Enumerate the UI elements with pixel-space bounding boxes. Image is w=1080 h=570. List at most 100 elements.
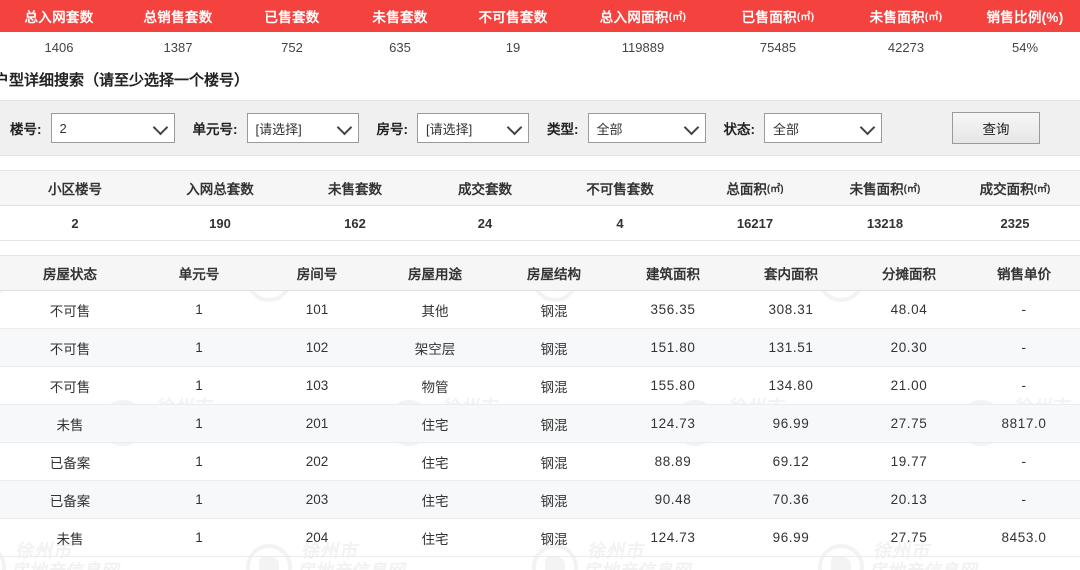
summary-value-cell-5: 119889 [572,32,714,62]
detail-header-cell-4: 房屋结构 [494,255,614,291]
search-toolbar: 楼号: 2 单元号: [请选择] 房号: [请选择] 类型: 全部 [0,100,1080,156]
building-header-cell-5: 总面积(㎡) [690,170,820,206]
detail-cell-r3-c4: 钢混 [494,404,614,443]
detail-cell-r0-c2: 101 [258,290,376,329]
summary-value-cell-0: 1406 [0,32,118,62]
summary-value-cell-8: 54% [970,32,1080,62]
detail-cell-r5-c4: 钢混 [494,480,614,519]
detail-cell-r3-c3: 住宅 [376,404,494,443]
detail-cell-r1-c1: 1 [140,328,258,367]
summary-header-cell-4: 不可售套数 [454,0,572,32]
detail-header-cell-2: 房间号 [258,255,376,291]
summary-header-cell-3: 未售套数 [346,0,454,32]
detail-cell-r6-c2: 204 [258,518,376,557]
detail-cell-r1-c0: 不可售 [0,328,140,367]
detail-header-cell-6: 套内面积 [732,255,850,291]
spacer [0,156,1080,170]
page-content: 总入网套数 总销售套数 已售套数 未售套数 不可售套数 总入网面积(㎡) 已售面积(㎡) 未售… [0,0,1080,557]
detail-cell-r2-c7: 21.00 [850,366,968,405]
building-label: 楼号: [10,122,42,137]
room-select-value: [请选择] [426,121,473,137]
detail-cell-r5-c2: 203 [258,480,376,519]
detail-cell-r2-c3: 物管 [376,366,494,405]
detail-cell-r4-c6: 69.12 [732,442,850,481]
detail-cell-r5-c6: 70.36 [732,480,850,519]
detail-cell-r0-c5: 356.35 [614,290,732,329]
detail-cell-r5-c7: 20.13 [850,480,968,519]
detail-cell-r4-c2: 202 [258,442,376,481]
building-value-cell-3: 24 [420,205,550,241]
detail-cell-r0-c8: - [968,290,1080,329]
table-row[interactable]: 已备案 1 202 住宅 钢混 88.89 69.12 19.77- [0,442,1080,481]
summary-value-cell-3: 635 [346,32,454,62]
summary-table: 总入网套数 总销售套数 已售套数 未售套数 不可售套数 总入网面积(㎡) 已售面积(㎡) 未售… [0,0,1080,62]
building-summary-table: 小区楼号 入网总套数 未售套数 成交套数 不可售套数 总面积(㎡) 未售面积(㎡) 成交面积(… [0,170,1080,241]
building-header-row: 小区楼号 入网总套数 未售套数 成交套数 不可售套数 总面积(㎡) 未售面积(㎡) 成交面积(… [0,170,1080,206]
chevron-down-icon [336,119,352,136]
table-row[interactable]: 未售 1 204 住宅 钢混 124.73 96.99 27.75 8453.0 [0,518,1080,557]
table-row[interactable]: 不可售 1 102 架空层 钢混 151.80 131.51 20.30- [0,328,1080,367]
detail-cell-r0-c7: 48.04 [850,290,968,329]
detail-cell-r6-c6: 96.99 [732,518,850,557]
unit-select[interactable]: [请选择] [246,113,359,143]
summary-header-cell-2: 已售套数 [238,0,346,32]
detail-cell-r4-c0: 已备案 [0,442,140,481]
detail-cell-r5-c1: 1 [140,480,258,519]
summary-value-cell-4: 19 [454,32,572,62]
building-header-cell-3: 成交套数 [420,170,550,206]
chevron-down-icon [152,119,168,136]
detail-cell-r1-c5: 151.80 [614,328,732,367]
table-row[interactable]: 未售 1 201 住宅 钢混 124.73 96.99 27.75 8817.0 [0,404,1080,443]
detail-cell-r3-c7: 27.75 [850,404,968,443]
summary-header-cell-7: 未售面积(㎡) [842,0,970,32]
detail-cell-r2-c2: 103 [258,366,376,405]
detail-cell-r3-c8: 8817.0 [968,404,1080,443]
building-value-cell-5: 16217 [690,205,820,241]
detail-cell-r1-c2: 102 [258,328,376,367]
detail-cell-r6-c1: 1 [140,518,258,557]
detail-cell-r6-c3: 住宅 [376,518,494,557]
table-row[interactable]: 已备案 1 203 住宅 钢混 90.48 70.36 20.13- [0,480,1080,519]
status-select[interactable]: 全部 [764,113,882,143]
building-value-cell-2: 162 [290,205,420,241]
building-header-cell-7: 成交面积(㎡) [950,170,1080,206]
detail-cell-r2-c4: 钢混 [494,366,614,405]
detail-header-cell-8: 销售单价 [968,255,1080,291]
query-button[interactable]: 查询 [952,112,1040,144]
table-row[interactable]: 不可售 1 101 其他 钢混 356.35 308.31 48.04- [0,290,1080,329]
room-label: 房号: [376,122,409,137]
detail-cell-r5-c5: 90.48 [614,480,732,519]
chevron-down-icon [506,119,523,136]
building-value-cell-7: 2325 [950,205,1080,241]
detail-header-cell-3: 房屋用途 [376,255,494,291]
type-select[interactable]: 全部 [587,113,706,143]
summary-header-cell-8: 销售比例(%) [970,0,1080,32]
summary-value-cell-7: 42273 [842,32,970,62]
room-field-group: 房号: [请选择] [376,113,529,143]
unit-select-value: [请选择] [255,121,302,137]
status-label: 状态: [723,122,756,137]
type-select-value: 全部 [596,121,623,137]
building-select[interactable]: 2 [50,113,175,143]
summary-value-row: 1406 1387 752 635 19 119889 75485 42273 54% [0,32,1080,62]
room-select[interactable]: [请选择] [417,113,529,143]
unit-label: 单元号: [192,122,238,137]
detail-cell-r0-c3: 其他 [376,290,494,329]
detail-cell-r4-c4: 钢混 [494,442,614,481]
detail-header-cell-5: 建筑面积 [614,255,732,291]
detail-cell-r0-c4: 钢混 [494,290,614,329]
building-header-cell-1: 入网总套数 [150,170,290,206]
building-value-cell-6: 13218 [820,205,950,241]
detail-cell-r2-c6: 134.80 [732,366,850,405]
building-header-cell-0: 小区楼号 [0,170,150,206]
detail-header-cell-1: 单元号 [140,255,258,291]
detail-cell-r4-c3: 住宅 [376,442,494,481]
summary-header-cell-1: 总销售套数 [118,0,238,32]
unit-field-group: 单元号: [请选择] [193,113,359,143]
detail-cell-r2-c5: 155.80 [614,366,732,405]
detail-cell-r1-c6: 131.51 [732,328,850,367]
detail-cell-r3-c1: 1 [140,404,258,443]
building-field-group: 楼号: 2 [10,113,175,143]
table-row[interactable]: 不可售 1 103 物管 钢混 155.80 134.80 21.00- [0,366,1080,405]
detail-cell-r1-c3: 架空层 [376,328,494,367]
